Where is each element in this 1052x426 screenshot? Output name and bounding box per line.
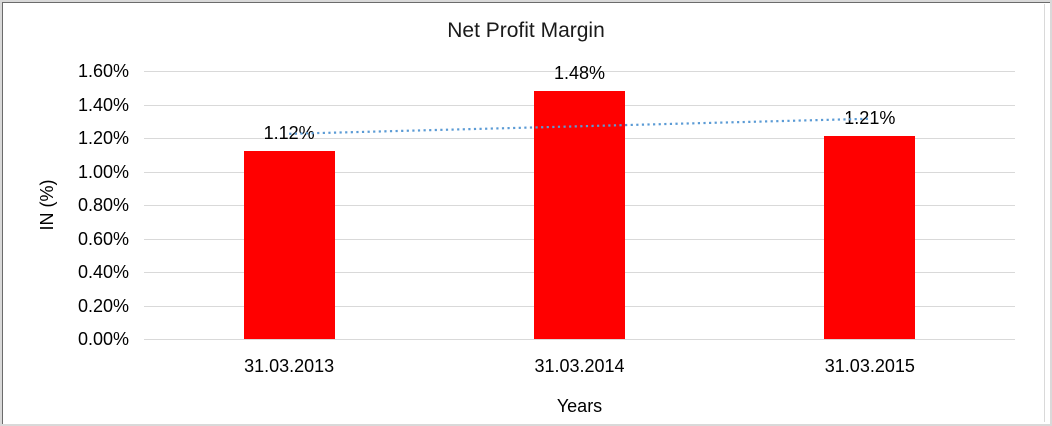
y-axis-tick-label: 0.80%: [77, 195, 129, 215]
bar-31.03.2015: [824, 136, 916, 339]
gridline: [144, 339, 1015, 340]
x-axis-category-label: 31.03.2013: [244, 356, 335, 376]
gridline: [144, 71, 1015, 72]
x-axis-category-label: 31.03.2015: [824, 356, 915, 376]
bar-data-label: 1.48%: [553, 63, 606, 84]
y-axis-tick-label: 0.00%: [77, 329, 129, 349]
bar-data-label: 1.21%: [844, 108, 896, 129]
x-axis-title: Years: [556, 396, 603, 416]
y-axis-tick-label: 0.60%: [77, 228, 129, 249]
y-axis-tick-label: 1.40%: [77, 94, 129, 115]
y-axis-tick-label: 1.60%: [77, 61, 129, 81]
y-axis-tick-label: 0.40%: [77, 262, 129, 282]
y-axis-tick-label: 1.00%: [77, 161, 129, 182]
chart-border-line: [1044, 4, 1045, 422]
bar-31.03.2014: [534, 91, 625, 339]
y-axis-tick-label: 0.20%: [77, 295, 129, 316]
chart-title: Net Profit Margin: [447, 19, 605, 42]
bar-31.03.2013: [243, 151, 335, 339]
y-axis-tick-label: 1.20%: [77, 128, 129, 148]
bar-data-label: 1.12%: [263, 123, 315, 144]
x-axis-category-label: 31.03.2014: [534, 356, 625, 376]
